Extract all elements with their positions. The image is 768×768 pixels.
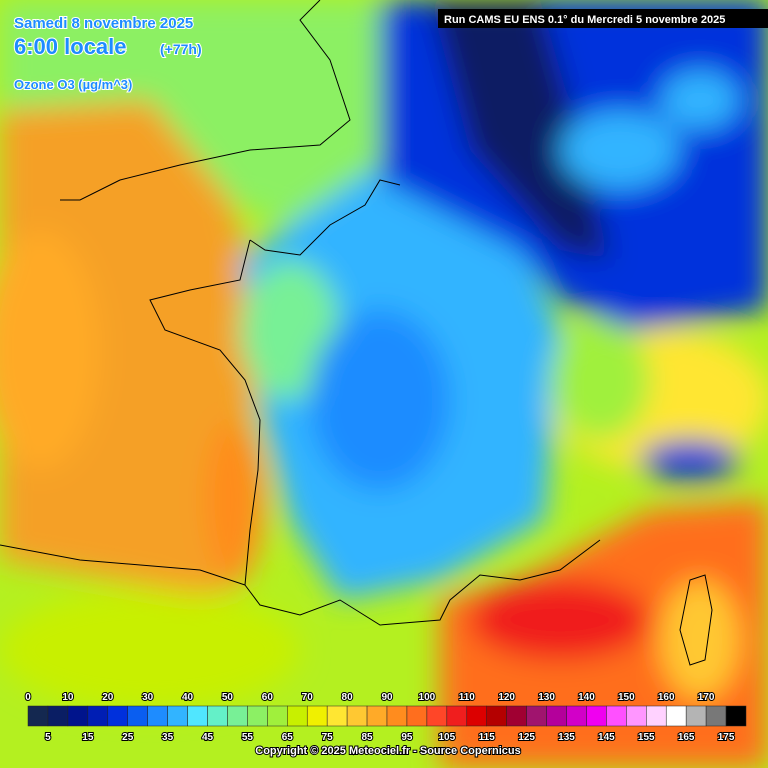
legend-label: 175 xyxy=(718,732,735,743)
legend-swatch xyxy=(426,705,448,727)
legend-label: 90 xyxy=(381,692,393,703)
legend-swatch xyxy=(267,705,288,727)
legend-swatch xyxy=(386,705,408,727)
legend-label: 140 xyxy=(578,692,595,703)
legend-label: 105 xyxy=(438,732,455,743)
legend-label: 30 xyxy=(142,692,154,703)
coastlines xyxy=(0,0,713,666)
legend-swatch xyxy=(67,705,89,727)
legend-swatch xyxy=(685,705,707,727)
legend-swatch xyxy=(306,705,328,727)
legend-label: 80 xyxy=(342,692,354,703)
legend-swatch xyxy=(87,705,109,727)
forecast-lead: (+77h) xyxy=(160,41,202,57)
legend-swatch xyxy=(446,705,468,727)
legend-swatch xyxy=(665,705,687,727)
run-info: Run CAMS EU ENS 0.1° du Mercredi 5 novem… xyxy=(444,14,725,26)
forecast-time: 6:00 locale xyxy=(14,34,127,59)
legend-label: 0 xyxy=(25,692,31,703)
legend-swatch xyxy=(247,705,268,727)
legend-swatch xyxy=(187,705,208,727)
legend: 0 5 10 15 20 25 30 35 40 45 50 55 60 65 70 75 80 85 90 95 10… xyxy=(24,691,747,744)
legend-swatch xyxy=(207,705,228,727)
legend-swatch xyxy=(406,705,428,727)
legend-swatch xyxy=(725,705,747,727)
legend-swatch xyxy=(287,705,308,727)
legend-swatch xyxy=(546,705,567,727)
legend-label: 45 xyxy=(202,732,214,743)
legend-label: 65 xyxy=(282,732,294,743)
legend-swatch xyxy=(705,705,727,727)
legend-label: 100 xyxy=(419,692,436,703)
legend-label: 120 xyxy=(498,692,515,703)
legend-swatch xyxy=(147,705,168,727)
legend-swatch xyxy=(486,705,507,727)
legend-swatch xyxy=(566,705,587,727)
run-banner xyxy=(438,9,768,28)
legend-label: 55 xyxy=(242,732,254,743)
forecast-date: Samedi 8 novembre 2025 xyxy=(14,15,193,32)
legend-label: 95 xyxy=(401,732,413,743)
legend-swatch xyxy=(626,705,647,727)
legend-label: 85 xyxy=(361,732,373,743)
legend-swatch xyxy=(646,705,667,727)
legend-label: 35 xyxy=(162,732,174,743)
legend-label: 40 xyxy=(182,692,194,703)
legend-label: 170 xyxy=(698,692,715,703)
legend-label: 50 xyxy=(222,692,234,703)
legend-label: 20 xyxy=(102,692,114,703)
legend-swatch xyxy=(27,705,49,727)
legend-swatch xyxy=(326,705,348,727)
legend-swatch xyxy=(127,705,148,727)
legend-label: 155 xyxy=(638,732,655,743)
legend-label: 15 xyxy=(82,732,94,743)
legend-label: 60 xyxy=(262,692,274,703)
legend-label: 135 xyxy=(558,732,575,743)
legend-label: 10 xyxy=(62,692,74,703)
legend-label: 25 xyxy=(122,732,134,743)
legend-label: 75 xyxy=(322,732,334,743)
legend-label: 150 xyxy=(618,692,635,703)
legend-swatch xyxy=(606,705,627,727)
legend-swatch xyxy=(366,705,388,727)
legend-swatch xyxy=(526,705,547,727)
legend-label: 115 xyxy=(479,732,496,743)
legend-label: 160 xyxy=(658,692,675,703)
england-coast xyxy=(60,0,351,201)
legend-swatch xyxy=(167,705,188,727)
copyright: Copyright © 2025 Meteociel.fr - Source C… xyxy=(255,745,520,757)
legend-swatch xyxy=(47,705,69,727)
legend-swatch xyxy=(586,705,607,727)
legend-swatch xyxy=(227,705,248,727)
legend-label: 130 xyxy=(538,692,555,703)
legend-label: 70 xyxy=(302,692,314,703)
corsica xyxy=(679,574,713,666)
legend-swatch xyxy=(346,705,368,727)
legend-swatch xyxy=(466,705,487,727)
legend-swatch xyxy=(506,705,527,727)
field-name: Ozone O3 (µg/m^3) xyxy=(14,77,132,92)
legend-label: 110 xyxy=(459,692,476,703)
legend-label: 145 xyxy=(598,732,615,743)
legend-label: 165 xyxy=(678,732,695,743)
spain-coast xyxy=(0,544,246,586)
legend-swatch xyxy=(107,705,128,727)
legend-label: 125 xyxy=(518,732,535,743)
legend-label: 5 xyxy=(45,732,51,743)
